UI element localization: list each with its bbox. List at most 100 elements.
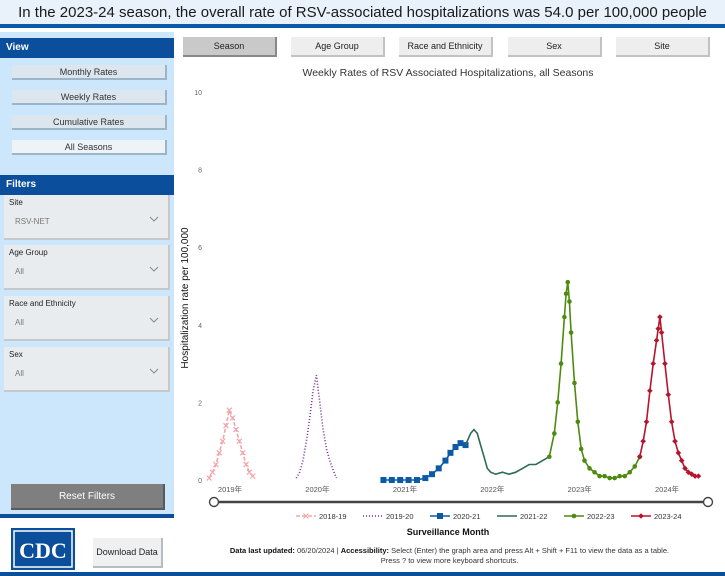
sidebar: View Monthly Rates Weekly Rates Cumulati…: [0, 32, 174, 514]
tab-race-and-ethnicity[interactable]: Race and Ethnicity: [399, 37, 493, 57]
data-point: [567, 299, 572, 304]
data-point: [668, 419, 675, 425]
sex-filter-value: All: [15, 369, 24, 378]
legend-item-2022-23[interactable]: 2022-23: [564, 512, 615, 521]
x-tick-label: 2024年: [655, 484, 680, 494]
range-handle-start[interactable]: [208, 496, 220, 508]
legend-item-2023-24[interactable]: 2023-24: [631, 512, 682, 521]
legend-label: 2021-22: [520, 512, 548, 521]
data-point: [662, 360, 668, 367]
data-point: [607, 475, 612, 481]
data-point: [597, 473, 602, 479]
series-line: [295, 375, 338, 479]
series-2018-19: [206, 407, 256, 481]
chart-title: Weekly Rates of RSV Associated Hospitali…: [302, 67, 593, 79]
series-2023-24: [636, 314, 702, 479]
chevron-down-icon: [149, 317, 159, 323]
data-point: [627, 469, 633, 475]
y-tick-label: 4: [198, 323, 202, 330]
y-tick-label: 8: [198, 168, 202, 175]
download-data-button[interactable]: Download Data: [93, 538, 163, 568]
data-point: [650, 360, 657, 367]
data-point: [380, 477, 387, 483]
data-point: [636, 453, 643, 460]
data-point: [632, 464, 638, 469]
race-ethnicity-filter-value: All: [15, 318, 24, 327]
data-point: [429, 471, 436, 478]
data-point: [405, 477, 412, 483]
x-axis-label: Surveillance Month: [407, 527, 490, 537]
data-point: [612, 475, 617, 481]
data-point: [622, 473, 628, 479]
footnote: Data last updated: 06/20/2024 | Accessib…: [174, 546, 725, 566]
accessibility-label: Accessibility:: [340, 546, 390, 555]
data-point: [558, 361, 564, 366]
data-point: [388, 477, 395, 483]
data-point: [575, 419, 581, 425]
range-handle-end[interactable]: [702, 496, 714, 508]
series-line: [208, 407, 254, 479]
updated-value: 06/20/2024: [297, 546, 335, 555]
data-point: [617, 473, 622, 479]
data-point: [397, 477, 404, 483]
data-point: [571, 513, 577, 519]
data-point: [678, 457, 685, 464]
data-point: [206, 475, 213, 481]
data-point: [216, 449, 223, 456]
data-point: [563, 291, 569, 297]
tab-sex[interactable]: Sex: [508, 37, 602, 57]
data-point: [695, 473, 702, 479]
series-2022-23: [547, 279, 643, 481]
data-point: [249, 473, 256, 480]
footnote-line-1: Data last updated: 06/20/2024 | Accessib…: [174, 546, 725, 556]
x-tick-label: 2019年: [218, 484, 243, 494]
tab-season[interactable]: Season: [183, 37, 277, 57]
view-weekly-rates-button[interactable]: Weekly Rates: [12, 90, 167, 105]
data-point: [658, 329, 665, 336]
data-point: [233, 426, 239, 433]
x-tick-label: 2022年: [480, 484, 505, 494]
data-point: [655, 325, 662, 332]
series-line: [548, 281, 641, 479]
chevron-down-icon: [149, 216, 159, 222]
tab-site[interactable]: Site: [616, 37, 710, 57]
data-point: [239, 449, 246, 456]
series-2019-20: [295, 375, 338, 479]
sex-filter-label: Sex: [9, 350, 23, 359]
cdc-logo-icon: CDC: [11, 528, 75, 570]
reset-filters-button[interactable]: Reset Filters: [11, 484, 165, 510]
cdc-logo-text: CDC: [19, 538, 67, 563]
tab-age-group[interactable]: Age Group: [291, 37, 385, 57]
race-ethnicity-filter[interactable]: Race and Ethnicity All: [4, 296, 170, 341]
data-point: [447, 449, 454, 456]
view-all-seasons-button[interactable]: All Seasons: [12, 140, 167, 155]
bottom-rule: [0, 572, 725, 576]
data-point: [442, 457, 449, 464]
view-monthly-rates-button[interactable]: Monthly Rates: [12, 65, 167, 80]
age-group-filter-value: All: [15, 267, 24, 276]
data-point: [653, 337, 660, 344]
y-axis-label: Hospitalization rate per 100,000: [180, 227, 191, 369]
legend-item-2018-19[interactable]: 2018-19: [296, 512, 347, 521]
date-range-slider[interactable]: [208, 496, 714, 508]
data-point: [672, 438, 678, 444]
summary-banner: In the 2023-24 season, the overall rate …: [0, 0, 725, 28]
data-point: [572, 380, 577, 386]
data-point: [435, 465, 442, 472]
legend-item-2020-21[interactable]: 2020-21: [430, 512, 481, 521]
legend-item-2021-22[interactable]: 2021-22: [497, 512, 548, 521]
site-filter[interactable]: Site RSV-NET: [4, 195, 170, 240]
data-point: [592, 469, 597, 475]
rsv-weekly-rates-chart[interactable]: Weekly Rates of RSV Associated Hospitali…: [174, 60, 725, 544]
accessibility-text: Select (Enter) the graph area and press …: [391, 546, 670, 555]
legend-label: 2022-23: [587, 512, 615, 521]
y-tick-label: 10: [194, 90, 202, 97]
view-cumulative-rates-button[interactable]: Cumulative Rates: [12, 115, 167, 130]
sex-filter[interactable]: Sex All: [4, 347, 170, 392]
age-group-filter[interactable]: Age Group All: [4, 245, 170, 290]
data-point: [422, 475, 429, 482]
age-group-filter-label: Age Group: [9, 248, 48, 257]
data-point: [643, 419, 650, 425]
legend-item-2019-20[interactable]: 2019-20: [363, 512, 414, 521]
data-point: [236, 438, 243, 445]
